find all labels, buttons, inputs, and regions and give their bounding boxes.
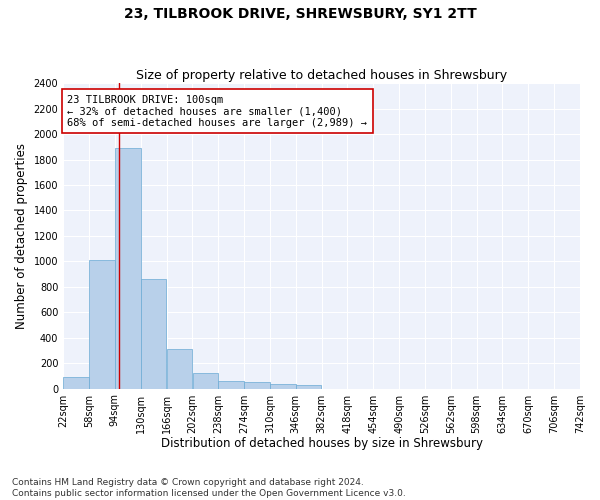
Text: 23 TILBROOK DRIVE: 100sqm
← 32% of detached houses are smaller (1,400)
68% of se: 23 TILBROOK DRIVE: 100sqm ← 32% of detac… [67,94,367,128]
Text: Contains HM Land Registry data © Crown copyright and database right 2024.
Contai: Contains HM Land Registry data © Crown c… [12,478,406,498]
X-axis label: Distribution of detached houses by size in Shrewsbury: Distribution of detached houses by size … [161,437,482,450]
Bar [167,348,192,389]
Bar [296,386,322,388]
Bar [89,260,115,388]
Bar [244,382,270,388]
Bar [115,148,140,388]
Bar [270,384,296,388]
Bar [64,376,89,388]
Bar [193,374,218,388]
Title: Size of property relative to detached houses in Shrewsbury: Size of property relative to detached ho… [136,69,507,82]
Y-axis label: Number of detached properties: Number of detached properties [15,143,28,329]
Bar [141,279,166,388]
Bar [218,381,244,388]
Text: 23, TILBROOK DRIVE, SHREWSBURY, SY1 2TT: 23, TILBROOK DRIVE, SHREWSBURY, SY1 2TT [124,8,476,22]
